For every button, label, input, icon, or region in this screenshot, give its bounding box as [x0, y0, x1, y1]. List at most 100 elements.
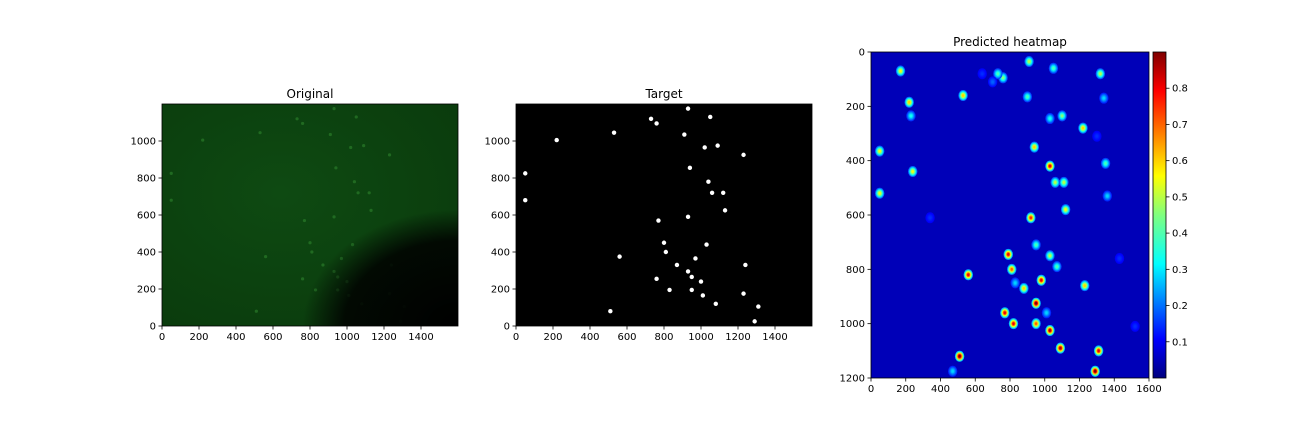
- target-point: [667, 287, 672, 293]
- x-tick-label: 800: [300, 332, 319, 343]
- y-tick-label: 0: [504, 322, 510, 333]
- colorbar-tick-label: 0.4: [1172, 229, 1188, 240]
- heatmap-peak: [1031, 297, 1041, 309]
- x-tick-label: 200: [189, 332, 208, 343]
- heatmap-peak: [1080, 280, 1090, 292]
- x-tick-label: 1400: [1102, 384, 1127, 395]
- x-tick-label: 1600: [1136, 384, 1161, 395]
- heatmap-peak: [875, 145, 885, 157]
- heatmap-peak: [1024, 56, 1034, 68]
- target-point: [709, 190, 715, 195]
- x-tick-label: 1000: [334, 332, 359, 343]
- heatmap-peak: [1050, 176, 1060, 188]
- target-point: [685, 269, 691, 274]
- heatmap-peak: [1095, 68, 1106, 80]
- target-point: [715, 143, 720, 148]
- x-tick-label: 400: [931, 384, 950, 395]
- y-tick-label: 1000: [840, 319, 865, 330]
- target-point: [648, 116, 654, 122]
- y-tick-label: 0: [150, 322, 156, 333]
- heatmap-peak: [875, 187, 885, 199]
- heatmap-peak: [963, 269, 973, 281]
- target-point: [741, 152, 746, 158]
- heatmap-peak: [906, 110, 916, 122]
- y-tick-label: 600: [491, 211, 510, 222]
- target-point: [523, 198, 528, 203]
- target-point: [700, 293, 706, 298]
- y-tick-label: 600: [137, 211, 156, 222]
- y-tick-label: 200: [137, 285, 156, 296]
- colorbar-tick-label: 0.8: [1172, 84, 1188, 95]
- heatmap-peak: [904, 96, 914, 108]
- heatmap-peak: [1036, 274, 1046, 286]
- heatmap-peak: [1045, 160, 1055, 172]
- heatmap-peak: [925, 212, 935, 224]
- heatmap-peak: [908, 166, 918, 178]
- colorbar-tick-label: 0.2: [1172, 301, 1188, 312]
- heatmap-peak: [1055, 342, 1066, 354]
- heatmap-peak: [1048, 62, 1059, 74]
- target-point: [617, 254, 622, 259]
- target-point: [523, 171, 528, 176]
- heatmap-peak: [1052, 261, 1062, 273]
- panel-original: Original: [131, 87, 459, 343]
- heatmap-peak: [954, 350, 965, 362]
- y-tick-label: 1200: [840, 374, 865, 385]
- x-tick-label: 1200: [725, 332, 750, 343]
- heatmap-peak: [1100, 157, 1111, 169]
- heatmap-peak: [1029, 141, 1039, 153]
- x-tick-label: 800: [1000, 384, 1019, 395]
- colorbar-tick-label: 0.5: [1172, 192, 1188, 203]
- heatmap-peak: [1000, 307, 1010, 319]
- heatmap-peak: [1057, 110, 1067, 122]
- target-point: [708, 114, 713, 120]
- x-tick-label: 200: [543, 332, 562, 343]
- heatmap-peak: [1090, 365, 1100, 377]
- x-tick-label: 600: [966, 384, 985, 395]
- target-point: [654, 276, 659, 282]
- heatmap-peak: [958, 89, 968, 101]
- y-tick-label: 400: [846, 156, 865, 167]
- target-point: [721, 190, 726, 195]
- target-point: [756, 304, 761, 309]
- colorbar: [1152, 51, 1167, 379]
- target-point: [674, 262, 680, 268]
- x-tick-label: 0: [868, 384, 874, 395]
- target-point: [608, 309, 613, 314]
- y-tick-label: 1000: [131, 137, 156, 148]
- heatmap-peak: [1008, 318, 1019, 330]
- x-tick-label: 600: [617, 332, 636, 343]
- heatmap-peak: [1060, 204, 1071, 216]
- y-tick-label: 1000: [485, 137, 510, 148]
- target-point: [741, 291, 746, 296]
- target-point: [661, 240, 667, 245]
- target-point: [693, 256, 698, 261]
- heatmap-peak: [1102, 190, 1112, 202]
- heatmap-peak: [1093, 345, 1104, 357]
- x-tick-label: 400: [226, 332, 245, 343]
- target-point: [689, 287, 694, 293]
- y-tick-label: 800: [491, 174, 510, 185]
- heatmap-peak: [1078, 122, 1088, 134]
- colorbar-tick-label: 0.7: [1172, 120, 1188, 131]
- y-tick-label: 800: [846, 265, 865, 276]
- target-image: [516, 104, 812, 326]
- panel-target: Target 0 200 400 600 800 1000 1200 1400 0 200 400 6…: [485, 87, 813, 343]
- target-point: [752, 319, 757, 324]
- heatmap-peak: [1114, 252, 1125, 264]
- heatmap-peak: [1010, 277, 1020, 289]
- target-point: [611, 130, 617, 135]
- colorbar-tick-label: 0.1: [1172, 337, 1188, 348]
- heatmap-peak: [977, 68, 987, 80]
- colorbar-tick-label: 0.6: [1172, 156, 1188, 167]
- heatmap-peak: [947, 365, 958, 377]
- panel-heatmap: Predicted heatmap 0 200 400 600 800 1000 1200 1…: [840, 35, 1188, 395]
- x-tick-label: 800: [654, 332, 673, 343]
- heatmap-peak: [1031, 239, 1041, 251]
- x-tick-label: 1200: [371, 332, 396, 343]
- y-tick-label: 400: [491, 248, 510, 259]
- heatmap-peak: [1059, 176, 1069, 188]
- x-tick-label: 600: [263, 332, 282, 343]
- title-target: Target: [644, 87, 682, 101]
